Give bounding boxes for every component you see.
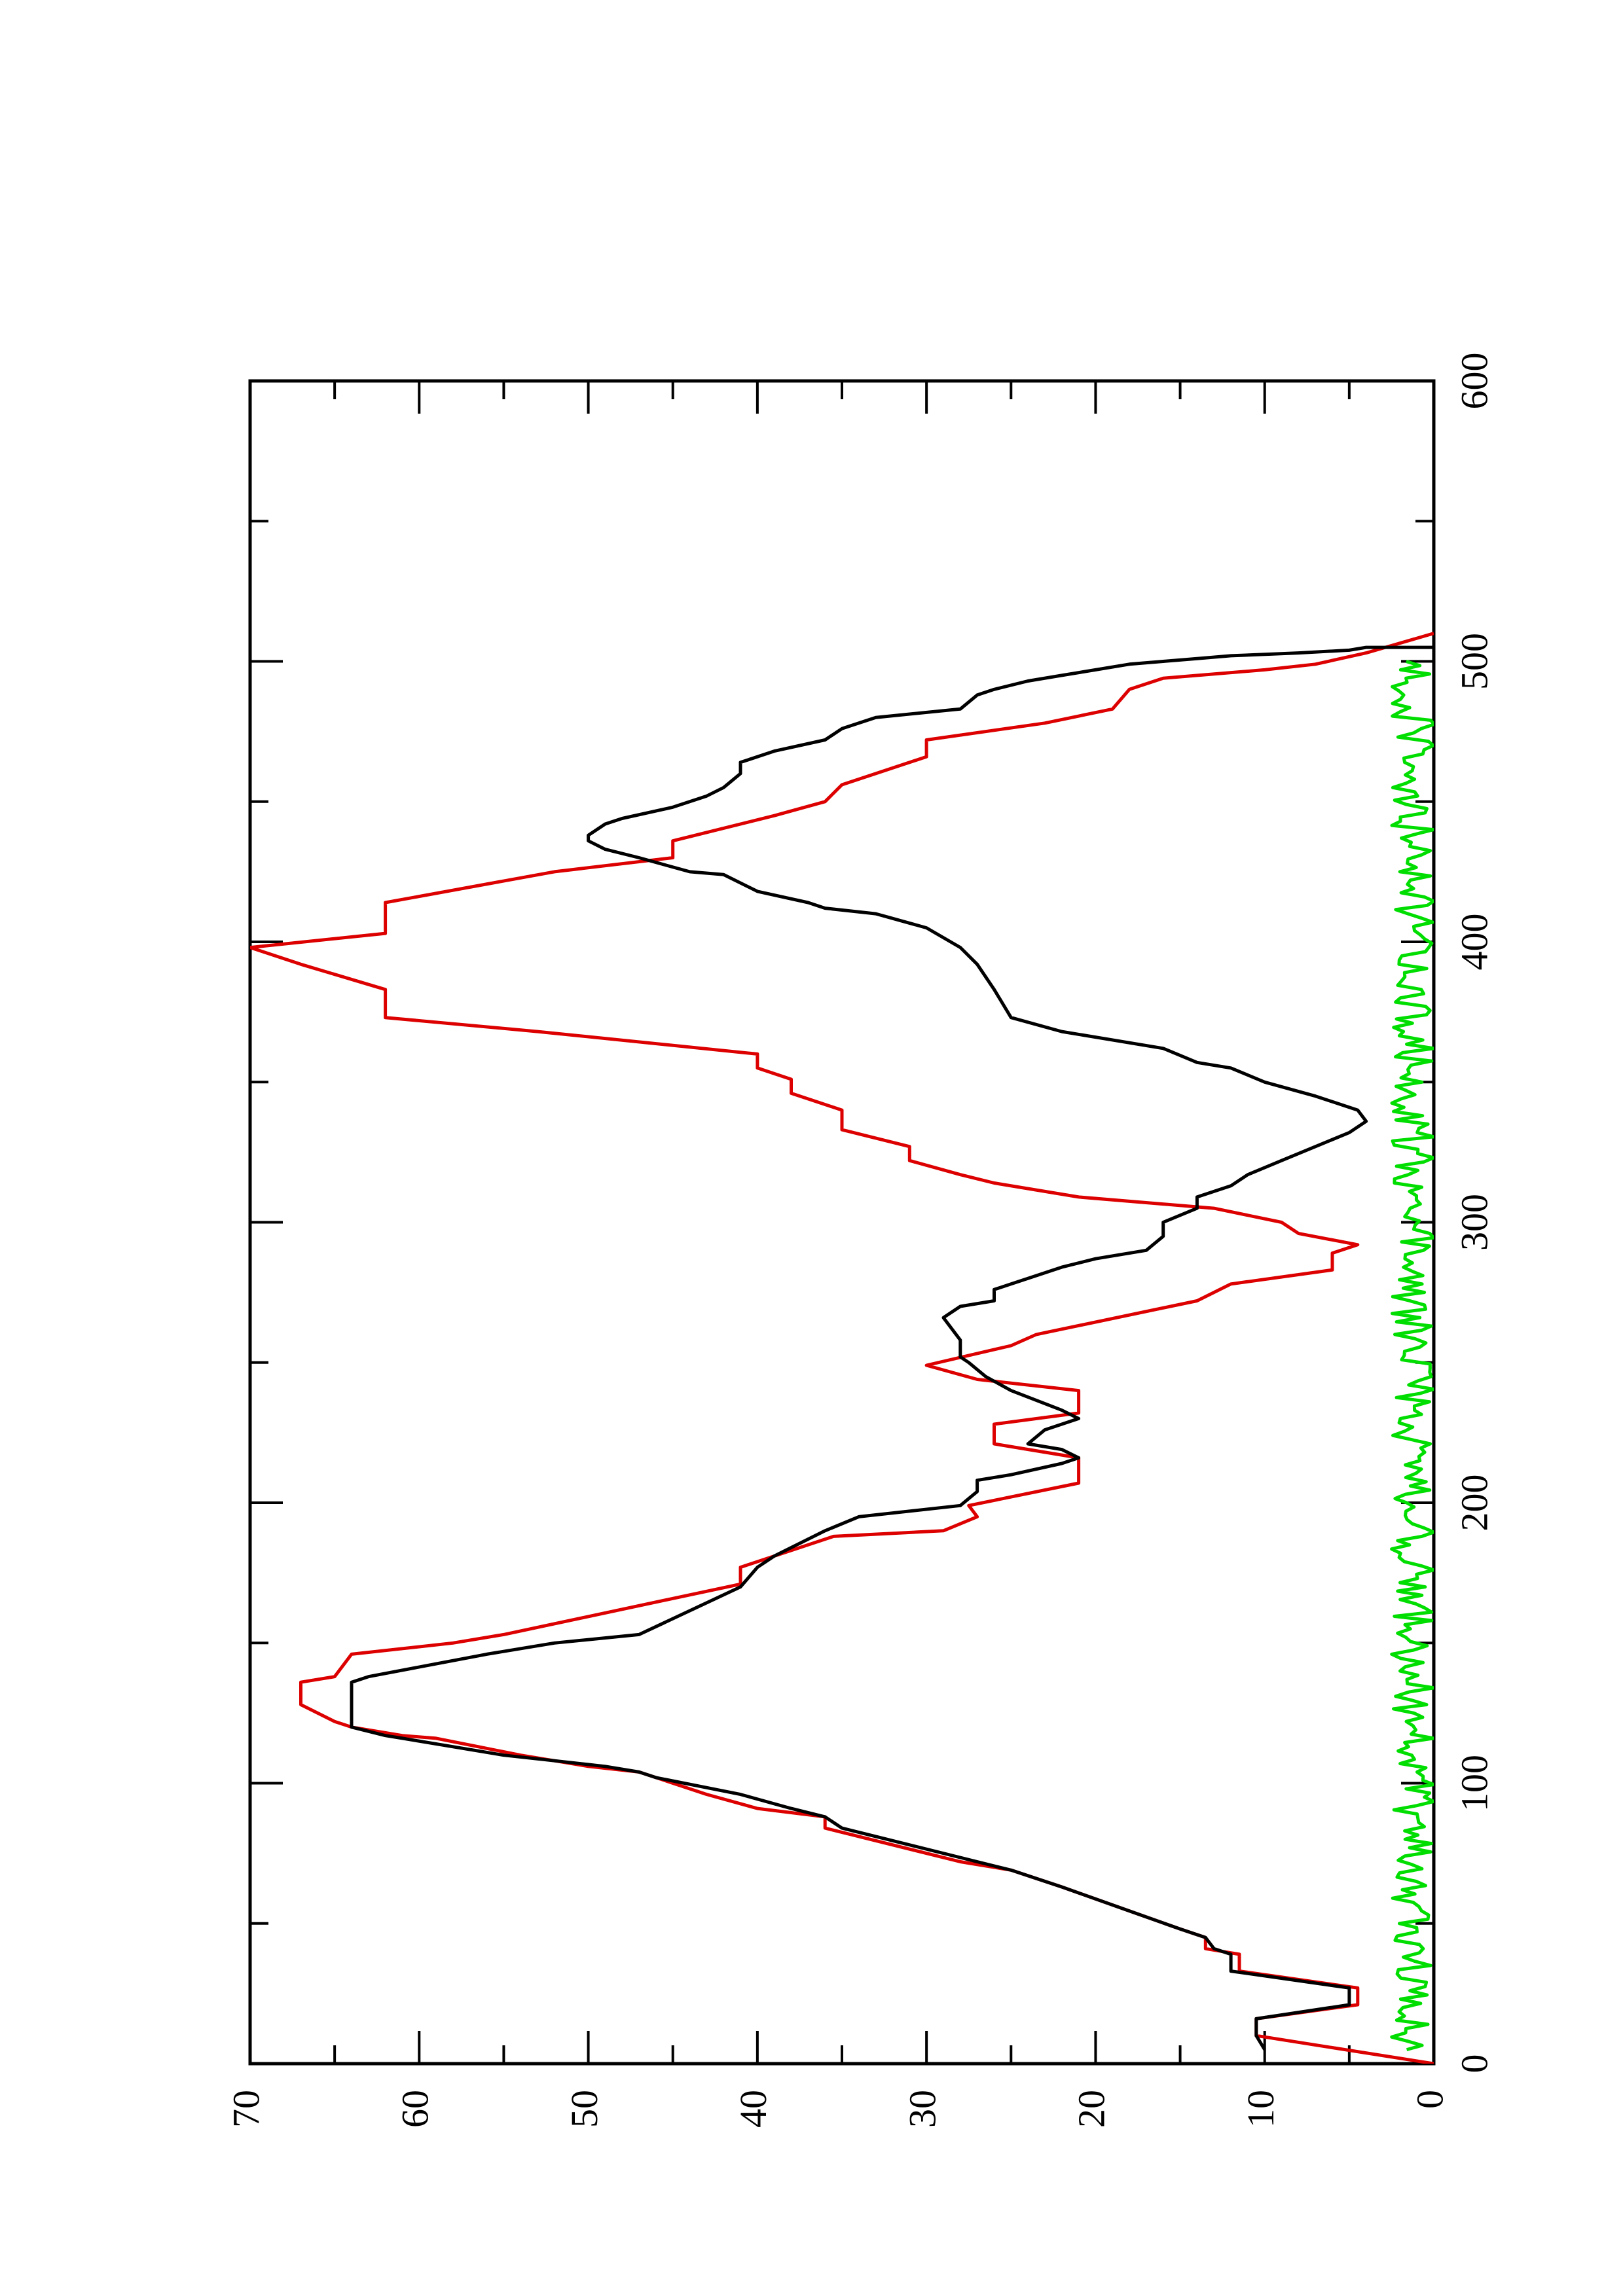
x-tick-label: 600 — [1453, 353, 1496, 410]
plot-axes — [248, 379, 1436, 2066]
y-tick-label: 60 — [394, 2090, 437, 2128]
series-line-1 — [250, 632, 1434, 2064]
y-tick-label: 70 — [225, 2090, 267, 2128]
y-tick-label: 0 — [1408, 2090, 1451, 2109]
x-tick-label: 500 — [1453, 633, 1496, 690]
y-tick-label: 40 — [732, 2090, 775, 2128]
y-tick-label: 30 — [901, 2090, 943, 2128]
series-layer — [250, 632, 1434, 2064]
x-tick-label: 0 — [1453, 2054, 1496, 2073]
series-line-3 — [1390, 660, 1434, 2052]
y-tick-label: 20 — [1070, 2090, 1113, 2128]
x-tick-label: 200 — [1453, 1475, 1496, 1532]
x-tick-label: 300 — [1453, 1194, 1496, 1251]
series-line-2 — [350, 645, 1434, 2051]
y-tick-label: 50 — [563, 2090, 606, 2128]
x-tick-label: 100 — [1453, 1755, 1496, 1812]
y-tick-label: 10 — [1239, 2090, 1282, 2128]
tick-labels: 0 100 200 300 400 500 600 0 10 20 30 40 50 60 70 — [225, 353, 1495, 2128]
plot-frame — [248, 379, 1436, 2066]
x-tick-label: 400 — [1453, 914, 1496, 971]
